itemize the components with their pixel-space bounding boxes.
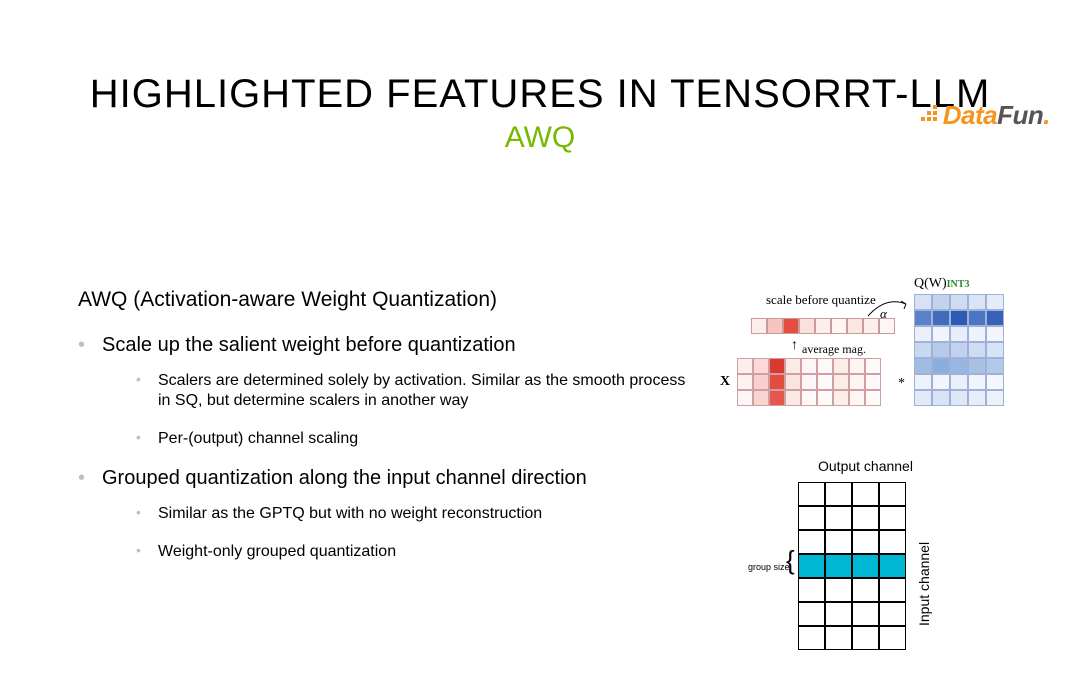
sub-bullet: Similar as the GPTQ but with no weight r… xyxy=(102,504,698,524)
x-matrix xyxy=(737,358,881,406)
content-block: AWQ (Activation-aware Weight Quantizatio… xyxy=(78,288,698,580)
sub-bullet: Per-(output) channel scaling xyxy=(102,429,698,449)
page-subtitle: AWQ xyxy=(0,121,1080,155)
diagram-scale-quantize: Q(W)INT3 scale before quantize α ↑ avera… xyxy=(720,276,1040,434)
up-arrow-icon: ↑ xyxy=(791,338,798,354)
avg-mag-label: average mag. xyxy=(802,342,866,357)
section-heading: AWQ (Activation-aware Weight Quantizatio… xyxy=(78,288,698,312)
bullet-text: Scale up the salient weight before quant… xyxy=(102,334,516,356)
sub-list: Scalers are determined solely by activat… xyxy=(102,371,698,449)
sub-bullet: Scalers are determined solely by activat… xyxy=(102,371,698,411)
qw-text: Q(W) xyxy=(914,276,947,291)
logo-dots-icon xyxy=(920,102,942,124)
logo-d: D xyxy=(943,100,961,130)
x-label: X xyxy=(720,374,730,390)
page-title: HIGHLIGHTED FEATURES IN TENSORRT-LLM xyxy=(0,72,1080,117)
output-channel-label: Output channel xyxy=(818,458,913,474)
qw-int: INT3 xyxy=(947,279,970,290)
group-size-label: group size xyxy=(748,562,790,572)
logo-fun: Fun xyxy=(997,100,1043,130)
brand-logo: DataFun. xyxy=(920,100,1050,131)
diagram-grouped-quant: Output channel { group size Input channe… xyxy=(748,458,1008,648)
bullet-item: Grouped quantization along the input cha… xyxy=(78,467,698,562)
sub-bullet: Weight-only grouped quantization xyxy=(102,542,698,562)
scale-before-label: scale before quantize xyxy=(766,292,876,308)
bullet-item: Scale up the salient weight before quant… xyxy=(78,334,698,449)
qw-label: Q(W)INT3 xyxy=(914,276,969,292)
bullet-list: Scale up the salient weight before quant… xyxy=(78,334,698,562)
w-matrix xyxy=(914,294,1004,406)
arc-arrow-icon xyxy=(866,298,910,318)
logo-dot: . xyxy=(1043,100,1050,130)
sub-list: Similar as the GPTQ but with no weight r… xyxy=(102,504,698,562)
logo-ata: ata xyxy=(961,100,997,130)
scale-row xyxy=(751,318,895,334)
channel-grid xyxy=(798,482,906,650)
input-channel-label: Input channel xyxy=(916,542,932,626)
multiply-symbol: * xyxy=(898,376,905,392)
bullet-text: Grouped quantization along the input cha… xyxy=(102,467,587,489)
